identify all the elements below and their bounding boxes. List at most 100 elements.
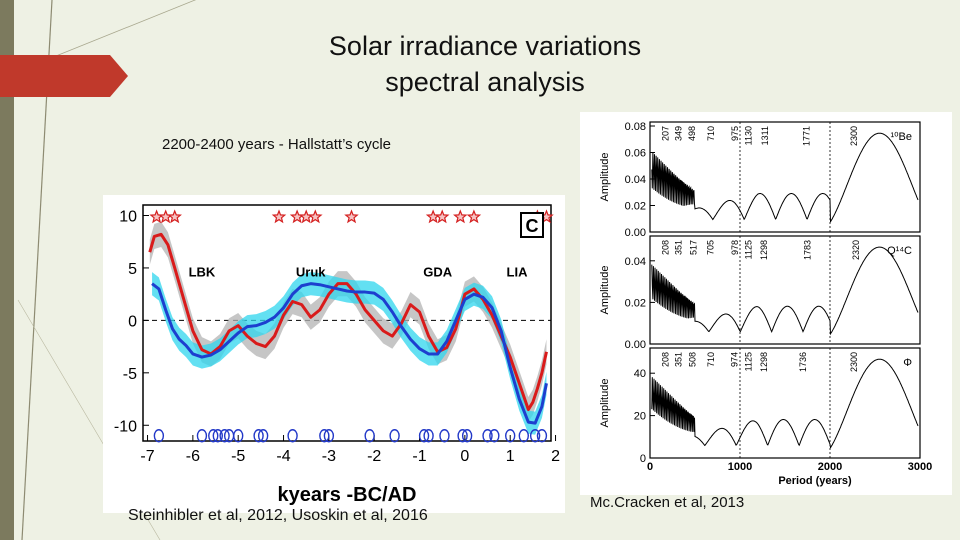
x-tick-label: 1000 <box>728 461 752 473</box>
x-axis-label: kyears -BC/AD <box>278 484 417 506</box>
peak-label: 351 <box>674 352 684 367</box>
grand-maximum-circle <box>518 429 529 443</box>
grand-maximum-circle <box>389 429 400 443</box>
accent-arrow-shape <box>0 55 128 97</box>
peak-label: 207 <box>661 126 671 141</box>
y-tick-label: 0.04 <box>625 256 646 268</box>
peak-label: 1130 <box>744 126 754 145</box>
y-tick-label: 0.02 <box>625 201 646 213</box>
y-tick-label: 0.02 <box>625 297 646 309</box>
y-tick-label: 0.06 <box>625 148 646 160</box>
title-line-2: spectral analysis <box>385 67 585 97</box>
left-figure: 10 5 0 -5 -10 -7 -6 -5 -4 -3 -2 -1 0 1 2 kyears -BC/AD L… <box>103 195 565 513</box>
spectrum-panel-1: 0.08 0.06 0.04 0.02 0.00 Amplitude 207 349 498 71… <box>599 121 921 239</box>
grand-maximum-circle <box>461 429 473 443</box>
grand-maximum-circle <box>418 429 430 443</box>
peak-label: 2300 <box>849 352 859 372</box>
event-label: Uruk <box>296 264 326 279</box>
peak-label: 710 <box>706 126 716 141</box>
red-series-uncertainty-band <box>149 221 547 423</box>
grand-maximum-circle <box>529 429 541 443</box>
x-tick-label: 0 <box>460 448 469 465</box>
y-axis-label: Amplitude <box>599 379 611 428</box>
grand-minimum-star <box>344 209 359 224</box>
x-tick-label: 0 <box>647 461 653 473</box>
x-tick-label: 2000 <box>818 461 842 473</box>
grand-maximum-circle <box>219 429 230 443</box>
panel-name: Φ <box>903 357 912 369</box>
peak-label: 351 <box>674 240 684 255</box>
grand-maximum-circle <box>457 429 468 443</box>
peak-label: 1311 <box>760 126 770 145</box>
grand-minimum-star <box>308 209 323 224</box>
y-axis-label: Amplitude <box>599 153 611 202</box>
grand-maximum-circle <box>439 429 450 443</box>
panel-name: ¹⁰Be <box>890 131 912 143</box>
y-tick-label: 10 <box>119 208 137 225</box>
peak-label: 1125 <box>743 352 753 371</box>
red-series-line <box>148 232 548 412</box>
spectrum-line <box>651 132 919 224</box>
grand-maximum-circle <box>489 429 500 443</box>
theme-sidebar-strip <box>0 0 14 540</box>
grand-minimum-star <box>271 209 287 224</box>
grand-maximum-circle <box>232 429 244 443</box>
y-tick-label: 0 <box>640 453 646 465</box>
y-tick-label: 20 <box>634 411 646 423</box>
y-tick-label: 5 <box>128 261 137 278</box>
plot-frame <box>142 204 552 442</box>
spectrum-panel-2: 0.04 0.02 0.00 Amplitude 208 351 517 705 978 1125… <box>599 235 921 351</box>
peak-label: 517 <box>689 240 699 255</box>
credit-left: Steinhibler et al, 2012, Usoskin et al, … <box>128 507 428 524</box>
grand-maximum-circle <box>253 429 264 443</box>
peak-label: 1771 <box>801 126 811 146</box>
grand-maximum-circle <box>482 429 493 443</box>
x-tick-label: -7 <box>140 448 154 465</box>
y-tick-label: 0 <box>128 313 137 330</box>
panel-frame <box>649 121 921 233</box>
y-tick-label: 0.00 <box>625 339 646 351</box>
event-label: GDA <box>423 264 453 279</box>
peak-label: 974 <box>730 352 740 367</box>
peak-label: 975 <box>730 126 740 141</box>
grand-maximum-circle <box>423 429 434 443</box>
x-tick-label: -1 <box>412 448 426 465</box>
x-tick-label: -4 <box>276 448 290 465</box>
peak-label: 1298 <box>759 240 769 260</box>
panel-frame <box>649 235 921 345</box>
peak-label: 1783 <box>802 240 812 260</box>
grand-maximum-circle <box>257 429 269 443</box>
peak-label: 349 <box>673 126 683 141</box>
x-tick-label: 1 <box>506 448 515 465</box>
theme-accent-arrow <box>0 55 128 97</box>
x-tick-label: -3 <box>322 448 336 465</box>
peak-label: 498 <box>687 126 697 141</box>
grand-maximum-circle <box>287 429 298 443</box>
grand-maximum-circle <box>212 429 224 443</box>
panel-label: C <box>526 216 539 236</box>
y-axis-label: Amplitude <box>599 266 611 315</box>
panel-frame <box>649 347 921 459</box>
blue-series-line <box>151 282 548 425</box>
y-tick-label: 0.00 <box>625 227 646 239</box>
right-figure: 0.08 0.06 0.04 0.02 0.00 Amplitude 207 349 498 71… <box>580 112 952 495</box>
x-axis-label: Period (years) <box>778 475 852 487</box>
peak-label: 2320 <box>851 240 861 260</box>
y-tick-label: -10 <box>114 418 137 435</box>
grand-maximum-circle <box>505 429 516 443</box>
credit-right: Mc.Cracken et al, 2013 <box>590 494 745 511</box>
y-tick-label: 40 <box>634 368 646 380</box>
peak-label: 508 <box>688 352 698 367</box>
grand-maximum-circle <box>196 429 208 443</box>
title-line-1: Solar irradiance variations <box>328 31 642 61</box>
panel-name: Q¹⁴C <box>887 245 912 257</box>
spectrum-panel-3: 40 20 0 Amplitude 208 351 508 710 974 1125 1298 173… <box>599 347 921 465</box>
panel-label-box <box>520 212 544 238</box>
grand-maximum-circle <box>319 429 330 443</box>
grand-maximum-circle <box>323 429 335 443</box>
x-tick-label: -2 <box>367 448 381 465</box>
peak-label: 208 <box>661 352 671 367</box>
peak-label: 2300 <box>849 126 859 146</box>
grand-maximum-circle <box>536 429 548 443</box>
